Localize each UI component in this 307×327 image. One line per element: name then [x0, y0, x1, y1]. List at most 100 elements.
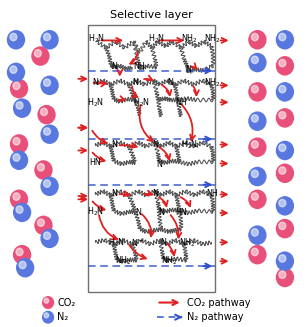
Circle shape	[44, 79, 51, 86]
Circle shape	[251, 33, 258, 41]
Text: H$_2$N: H$_2$N	[87, 205, 104, 218]
Circle shape	[276, 219, 294, 238]
Circle shape	[7, 30, 25, 49]
Text: H$_2$N: H$_2$N	[87, 96, 104, 109]
Text: NH$_2$: NH$_2$	[181, 33, 198, 45]
Circle shape	[279, 167, 286, 174]
Circle shape	[276, 108, 294, 128]
Text: N: N	[92, 78, 98, 87]
Circle shape	[10, 150, 28, 170]
Circle shape	[44, 33, 51, 41]
Text: N₂ pathway: N₂ pathway	[187, 312, 244, 322]
Text: Selective layer: Selective layer	[110, 10, 192, 20]
Circle shape	[10, 33, 17, 41]
Text: NH$_2$: NH$_2$	[115, 255, 131, 267]
Circle shape	[279, 112, 286, 119]
Text: N₂: N₂	[57, 312, 68, 322]
Text: N$^-$: N$^-$	[131, 237, 144, 248]
Circle shape	[279, 60, 286, 67]
Circle shape	[13, 98, 31, 118]
Text: NH$_2$: NH$_2$	[161, 255, 178, 267]
Text: HN: HN	[175, 209, 187, 217]
Circle shape	[16, 248, 23, 256]
Circle shape	[248, 53, 266, 72]
Circle shape	[44, 128, 51, 135]
Circle shape	[279, 199, 286, 207]
Circle shape	[16, 258, 34, 278]
Circle shape	[251, 85, 258, 93]
Circle shape	[41, 177, 59, 196]
Text: CO₂: CO₂	[57, 298, 76, 307]
Circle shape	[251, 229, 258, 236]
Circle shape	[248, 137, 266, 157]
Circle shape	[276, 268, 294, 287]
Circle shape	[248, 225, 266, 245]
Circle shape	[31, 46, 50, 66]
Circle shape	[276, 82, 294, 102]
Circle shape	[44, 298, 49, 303]
Circle shape	[44, 313, 49, 318]
Circle shape	[276, 30, 294, 49]
Circle shape	[279, 33, 286, 41]
Circle shape	[37, 105, 56, 125]
Circle shape	[34, 50, 41, 57]
Text: NH: NH	[175, 98, 187, 107]
Circle shape	[34, 215, 52, 235]
Text: CO₂ pathway: CO₂ pathway	[187, 298, 251, 307]
Text: NH$_2$: NH$_2$	[204, 33, 221, 45]
Circle shape	[276, 164, 294, 183]
Circle shape	[10, 190, 28, 209]
Circle shape	[13, 138, 20, 145]
Circle shape	[7, 62, 25, 82]
Circle shape	[10, 79, 28, 98]
Text: N: N	[111, 140, 117, 149]
Text: N: N	[185, 65, 191, 74]
Circle shape	[41, 229, 59, 248]
Circle shape	[13, 193, 20, 200]
Circle shape	[251, 170, 258, 178]
Circle shape	[42, 311, 54, 324]
Circle shape	[251, 193, 258, 200]
Circle shape	[13, 154, 20, 161]
Text: NH: NH	[133, 62, 145, 71]
Circle shape	[16, 206, 23, 213]
Text: N: N	[152, 140, 158, 149]
Circle shape	[248, 245, 266, 265]
Bar	[88, 25, 215, 292]
Circle shape	[13, 202, 31, 222]
Text: NH: NH	[207, 189, 218, 198]
Text: H$_2$N: H$_2$N	[133, 96, 150, 109]
Text: NH$_2$: NH$_2$	[179, 236, 196, 249]
Circle shape	[248, 167, 266, 186]
Text: N: N	[135, 209, 141, 217]
Circle shape	[44, 180, 51, 187]
Circle shape	[251, 248, 258, 256]
Text: N: N	[132, 78, 138, 87]
Circle shape	[16, 102, 23, 109]
Circle shape	[10, 134, 28, 154]
Text: N: N	[167, 78, 173, 87]
Circle shape	[19, 261, 26, 269]
Circle shape	[41, 108, 48, 116]
Circle shape	[279, 222, 286, 230]
Circle shape	[276, 196, 294, 215]
Circle shape	[276, 251, 294, 271]
Circle shape	[276, 141, 294, 160]
Circle shape	[13, 245, 31, 265]
Circle shape	[251, 56, 258, 63]
Text: N: N	[157, 160, 162, 169]
Text: H$_2$N: H$_2$N	[148, 33, 165, 45]
Text: NH$_2$: NH$_2$	[204, 77, 221, 89]
Circle shape	[248, 190, 266, 209]
Circle shape	[248, 112, 266, 131]
Circle shape	[42, 296, 54, 309]
Circle shape	[34, 160, 52, 180]
Text: N: N	[111, 189, 117, 198]
Text: H$_2$N: H$_2$N	[88, 33, 106, 45]
Circle shape	[41, 76, 59, 95]
Circle shape	[37, 219, 45, 226]
Text: HN: HN	[90, 158, 101, 167]
Text: H$_2$N: H$_2$N	[108, 236, 125, 249]
Text: N: N	[111, 62, 117, 71]
Circle shape	[41, 125, 59, 144]
